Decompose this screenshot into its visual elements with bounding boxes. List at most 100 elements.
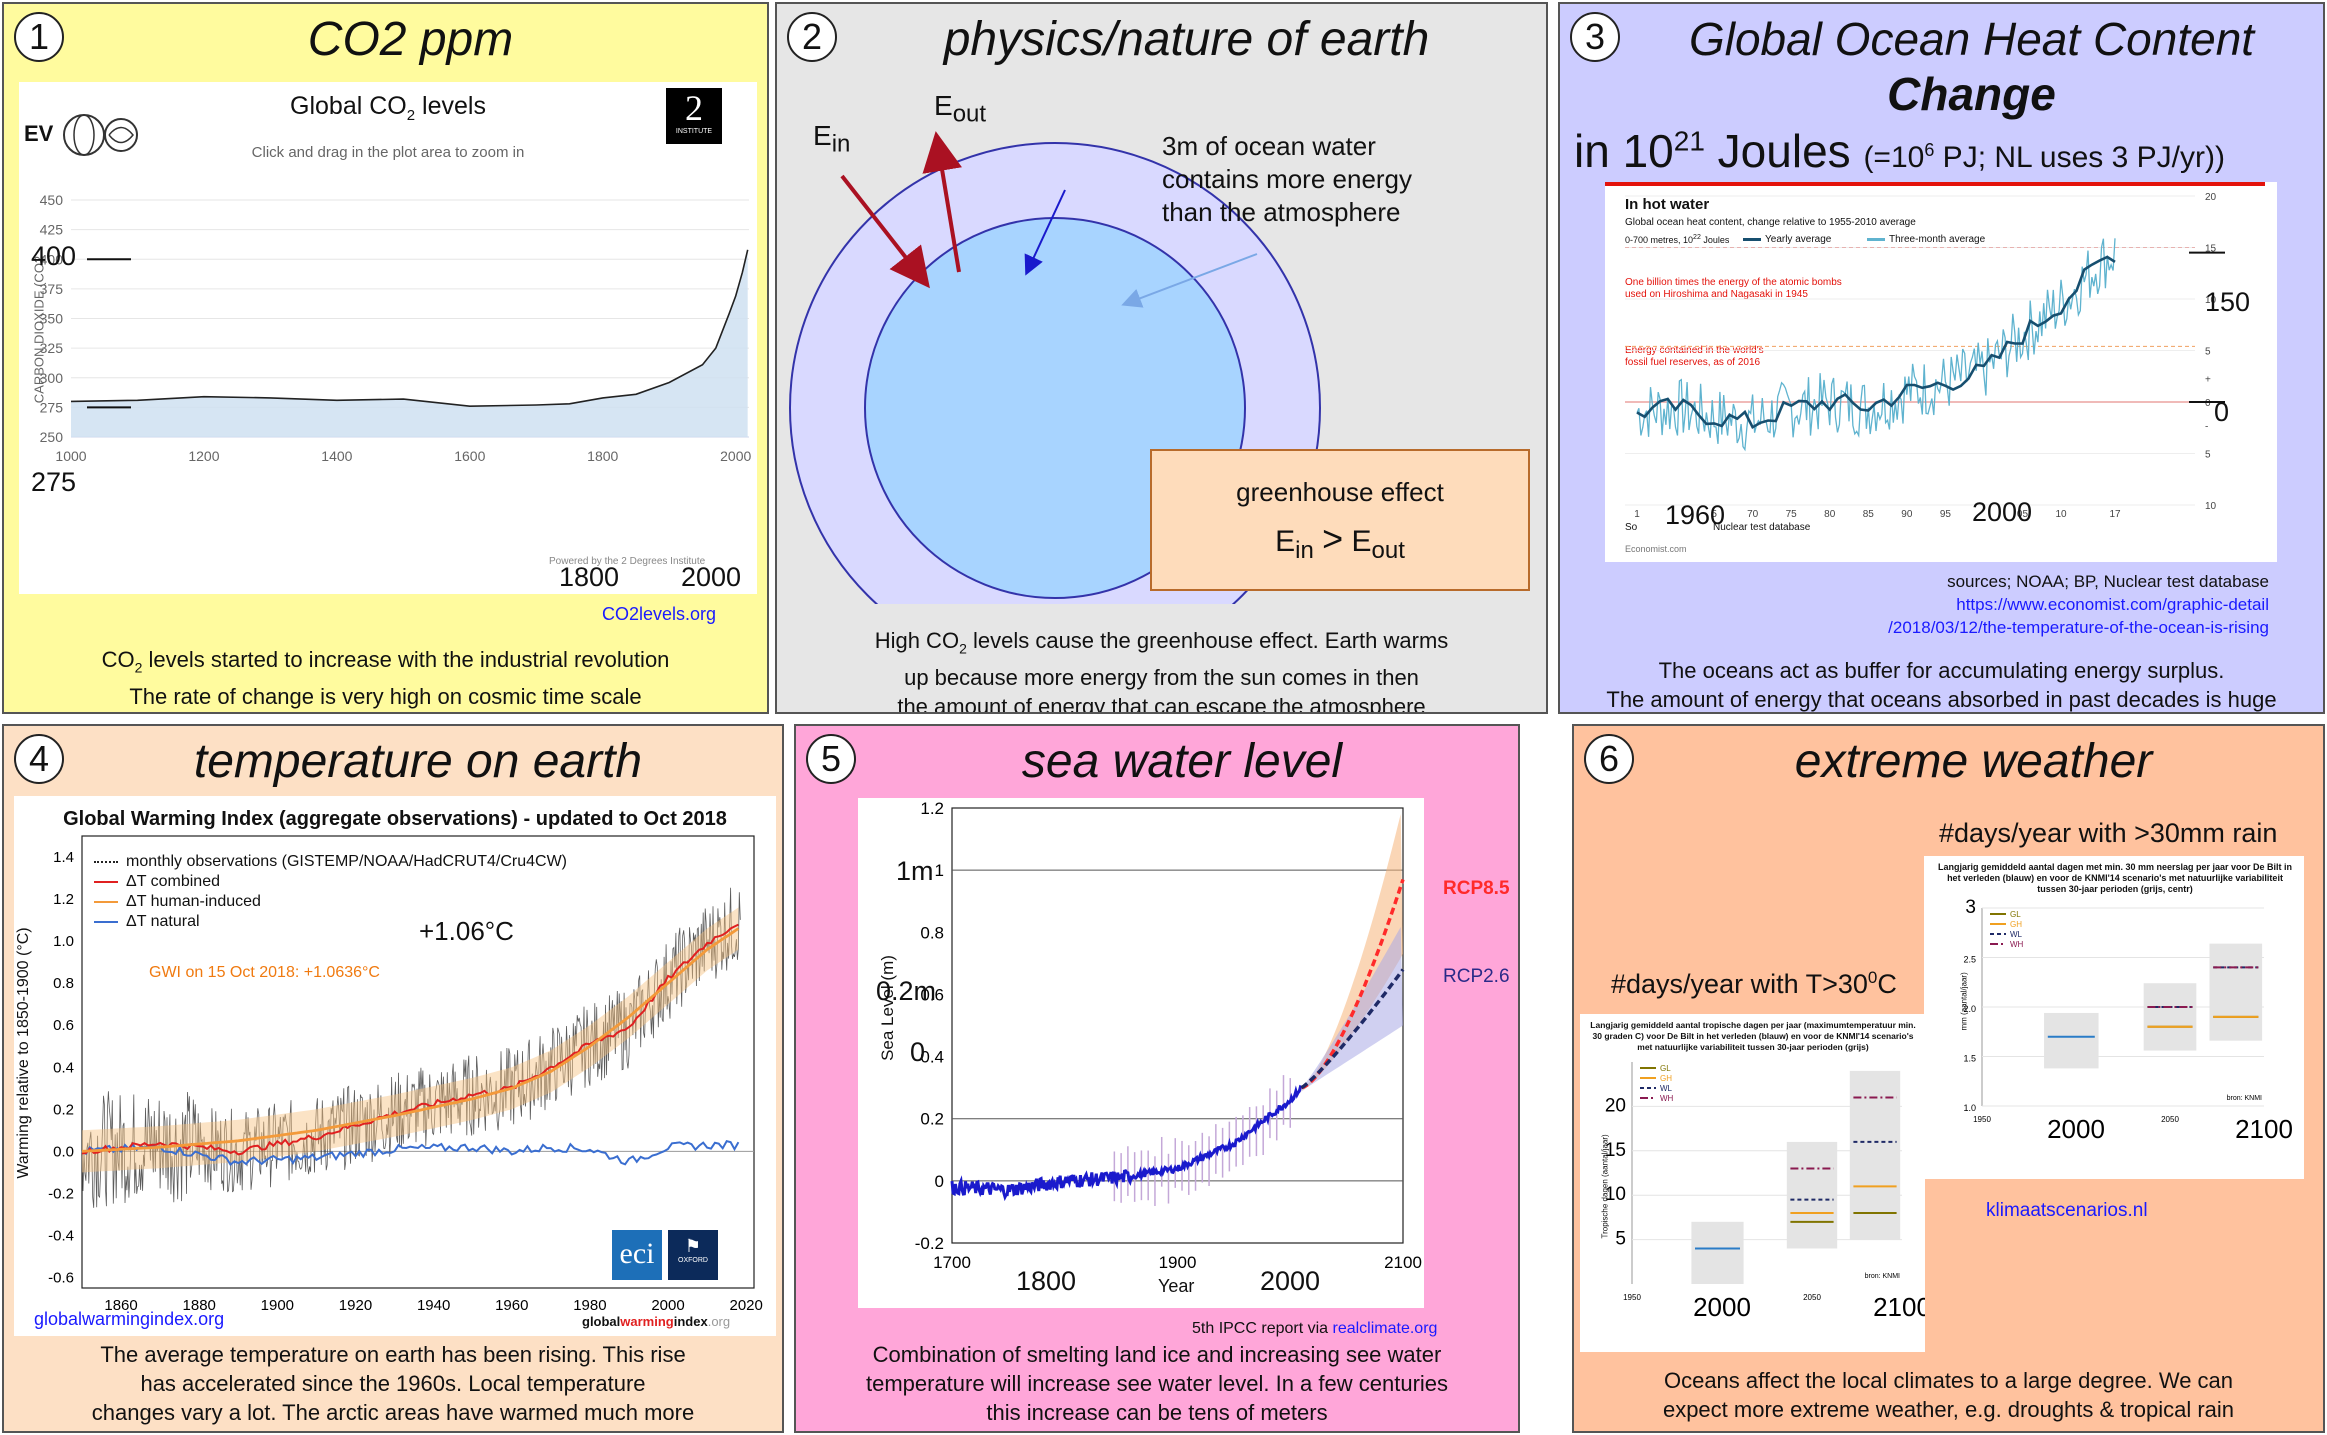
- panel-number: 4: [14, 734, 64, 784]
- x-tick-label: 2100: [2235, 1114, 2293, 1144]
- legend-label: GH: [2010, 920, 2022, 929]
- x-tick-label: 1600: [454, 448, 485, 464]
- oxford-logo: ⚑ OXFORD: [668, 1230, 718, 1280]
- callout-275: 275: [31, 467, 77, 497]
- panel-co2: 1 CO2 ppm EV Global CO2 levels Click and…: [2, 2, 769, 714]
- gwi-chart: 1.4 1.2 1.0 0.8 0.6 0.4 0.2 0.0 -0.2 -0.4 -0.6 1860…: [48, 835, 763, 1314]
- legend-label: GH: [1660, 1074, 1672, 1083]
- rain-desc: Langjarig gemiddeld aantal dagen met min…: [1937, 862, 2293, 894]
- x-tick-label: 1400: [321, 448, 352, 464]
- callout-0: 0: [2214, 397, 2230, 427]
- panel-title: CO2 ppm: [307, 13, 514, 66]
- callout-2000: 2000: [1260, 1266, 1321, 1296]
- y-tick-label: 2.5: [1963, 955, 1976, 965]
- legend-combined: ΔT combined: [94, 872, 567, 892]
- y-tick-label: 1.2: [53, 891, 74, 908]
- bron-label: bron: KNMI: [1865, 1273, 1900, 1280]
- panel-number: 3: [1570, 12, 1620, 62]
- y-tick-label: 0: [2205, 398, 2211, 409]
- y-tick-label: 5: [2205, 450, 2211, 461]
- bron-label: bron: KNMI: [2227, 1095, 2262, 1102]
- x-tick-label: 1200: [188, 448, 219, 464]
- co2-source-link[interactable]: CO2levels.org: [602, 604, 717, 624]
- co2-chart[interactable]: 450 425 400 375 350 325 300 275 250 1000 1200 1400 1…: [19, 82, 757, 594]
- variability-box: [2143, 983, 2197, 1051]
- x-tick-label: 1950: [1973, 1115, 1991, 1124]
- y-tick-label: 1.0: [53, 933, 74, 950]
- x-tick-label: 95: [1940, 509, 1952, 520]
- x-tick-label: 1950: [1623, 1293, 1641, 1302]
- co2-chart-title: Global CO2 levels: [290, 92, 486, 124]
- x-tick-label: 2050: [1803, 1293, 1821, 1302]
- legend-label: WH: [1660, 1094, 1674, 1103]
- x-tick-label: 2100: [1384, 1253, 1422, 1272]
- x-tick-label: 05: [2017, 509, 2029, 520]
- y-tick-label: 10: [1605, 1184, 1626, 1205]
- ocean-chart-units: 0-700 metres, 1022 Joules: [1625, 234, 1730, 245]
- x-tick-label: 10: [2055, 509, 2067, 520]
- x-tick-label: 1900: [1159, 1253, 1197, 1272]
- nuclear-db: Nuclear test database: [1713, 522, 1811, 533]
- economist-link[interactable]: https://www.economist.com/graphic-detail: [1956, 595, 2269, 614]
- panel-sea-level: 5 sea water level Sea Level (m) 1.2 1 0.8 0…: [794, 724, 1520, 1433]
- legend-label: WH: [2010, 940, 2024, 949]
- co2-area: [71, 249, 748, 437]
- co2-logo-left: EV: [24, 110, 139, 160]
- callout-1m: 1m: [896, 856, 934, 886]
- x-tick-label: 2020: [729, 1297, 762, 1314]
- greenhouse-formula: Ein > Eout: [1275, 518, 1405, 564]
- y-tick-label: 400: [40, 251, 64, 267]
- klimaat-source-link[interactable]: klimaatscenarios.nl: [1986, 1200, 2148, 1221]
- panel-caption: The oceans act as buffer for accumulatin…: [1606, 658, 2277, 712]
- x-tick-label: 1700: [933, 1253, 971, 1272]
- panel-title: Global Ocean Heat Content Change: [1688, 13, 2255, 120]
- economist-link-path[interactable]: /2018/03/12/the-temperature-of-the-ocean…: [1888, 618, 2269, 637]
- y-tick-label: -0.4: [48, 1227, 74, 1244]
- rain-heading: #days/year with >30mm rain: [1939, 818, 2278, 848]
- panel-number: 5: [806, 734, 856, 784]
- rcp85-label: RCP8.5: [1443, 878, 1510, 899]
- y-tick-label: 1.2: [920, 799, 944, 818]
- callout-400: 400: [31, 241, 77, 271]
- sea-x-axis-label: Year: [1158, 1276, 1195, 1296]
- x-tick-label: 2000: [1693, 1292, 1751, 1322]
- y-tick-label: 5: [1615, 1229, 1626, 1250]
- ocean-chart-subtitle: Global ocean heat content, change relati…: [1625, 217, 1916, 228]
- bottom-left-source: So: [1625, 522, 1638, 533]
- gwi-value-label: GWI on 15 Oct 2018: +1.0636°C: [149, 964, 380, 981]
- y-tick-label: 1.5: [1963, 1054, 1976, 1064]
- y-tick-label: 20: [1605, 1095, 1626, 1116]
- callout-2000: 2000: [1972, 497, 2033, 527]
- ocean-chart-title: In hot water: [1625, 196, 1710, 213]
- y-tick-label: 10: [2205, 295, 2217, 306]
- callout-1800: 1800: [559, 562, 620, 592]
- x-tick-label: 1000: [55, 448, 86, 464]
- observed-series: [950, 1084, 1303, 1202]
- economist-credit: Economist.com: [1625, 544, 1687, 554]
- callout-1960: 1960: [1665, 500, 1726, 530]
- y-tick-label: 0.4: [53, 1059, 74, 1076]
- variability-box: [1691, 1221, 1744, 1284]
- energy-out-arrow: [922, 131, 962, 273]
- variability-box: [1786, 1141, 1838, 1249]
- panel-title: extreme weather: [1794, 735, 2153, 788]
- x-tick-label: 85: [1863, 509, 1875, 520]
- x-tick-label: 1920: [339, 1297, 372, 1314]
- temp-heading: #days/year with T>300C: [1611, 968, 1897, 999]
- realclimate-link[interactable]: realclimate.org: [1332, 1320, 1438, 1337]
- panel-caption: Combination of smelting land ice and inc…: [865, 1342, 1449, 1425]
- rain-chart-card: Langjarig gemiddeld aantal dagen met min…: [1924, 856, 2304, 1179]
- chart-red-bar: [1605, 182, 2265, 186]
- y-tick-label: 425: [40, 222, 64, 238]
- gwi-legend: monthly observations (GISTEMP/NOAA/HadCR…: [94, 852, 567, 932]
- legend-label: GL: [1660, 1064, 1671, 1073]
- panel-temperature: 4 temperature on earth Global Warming In…: [2, 724, 784, 1433]
- globe-icon: [63, 114, 139, 156]
- y-tick-label: 0.8: [53, 975, 74, 992]
- legend-three-month: Three-month average: [1867, 234, 1985, 245]
- panel-caption: The average temperature on earth has bee…: [91, 1342, 695, 1425]
- annotation-atomic: One billion times the energy of the atom…: [1625, 277, 1842, 300]
- gwi-source-link[interactable]: globalwarmingindex.org: [34, 1309, 225, 1329]
